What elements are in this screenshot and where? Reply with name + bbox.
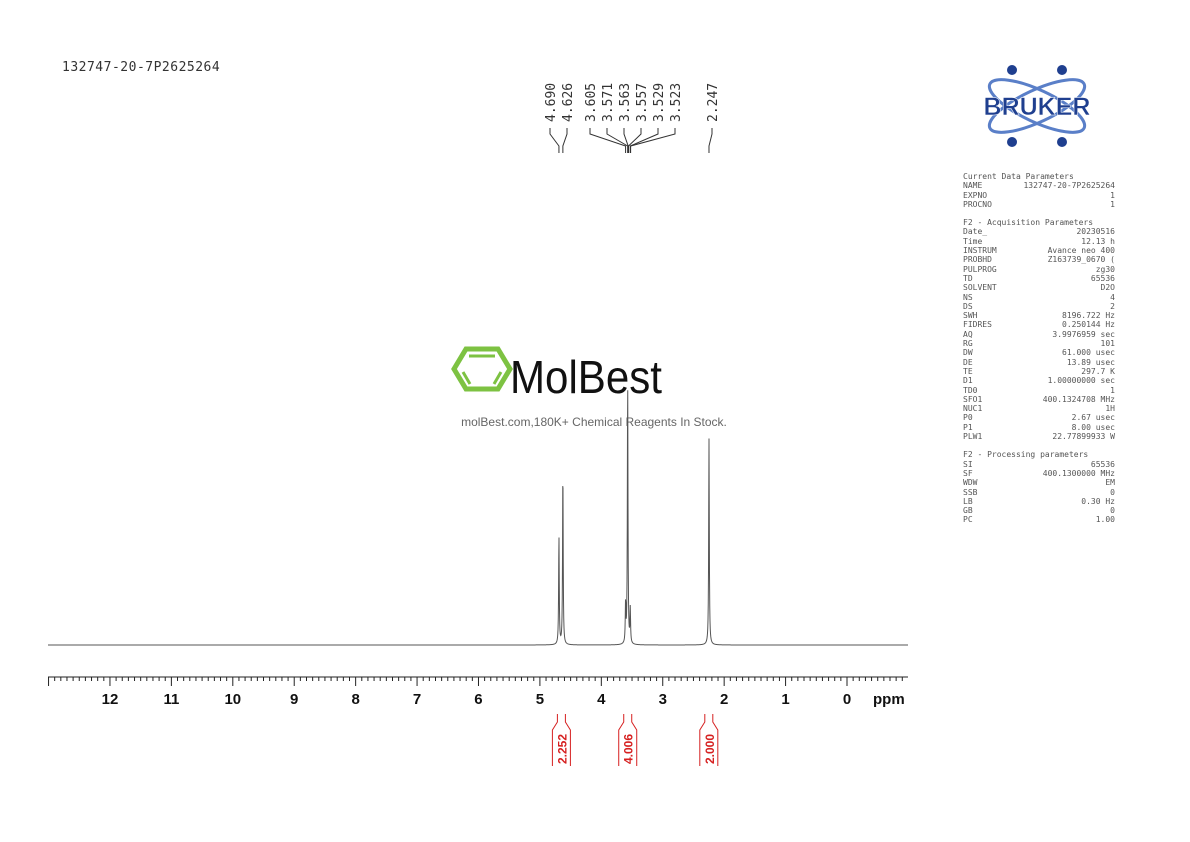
parameters-panel: Current Data Parameters NAME 132747-20-7P2… [963, 172, 1115, 525]
peak-label: 3.529 [652, 83, 667, 122]
param-row: SWH 8196.722 Hz [963, 311, 1115, 321]
integral-bracket [618, 714, 638, 766]
tick-label: 6 [474, 691, 482, 708]
param-row: SSB 0 [963, 487, 1115, 497]
peak-label-connector [628, 128, 642, 153]
watermark-tagline: molBest.com,180K+ Chemical Reagents In S… [461, 415, 727, 429]
tick-label: 8 [351, 691, 359, 708]
integral-value: 2.000 [703, 734, 717, 764]
peak-label-connector [549, 128, 560, 153]
param-row: SOLVENT D2O [963, 283, 1115, 293]
param-row: PC 1.00 [963, 515, 1115, 525]
param-row: EXPNO 1 [963, 190, 1115, 200]
sample-name: 132747-20-7P2625264 [62, 60, 221, 75]
bruker-logo: BRUKER [983, 65, 1091, 147]
param-row: DE 13.89 usec [963, 357, 1115, 367]
param-row: DS 2 [963, 301, 1115, 311]
param-row: NAME 132747-20-7P2625264 [963, 181, 1115, 191]
param-row: LB 0.30 Hz [963, 496, 1115, 506]
peak-label-connector [630, 128, 676, 153]
param-row: RG 101 [963, 339, 1115, 349]
integral-bracket [551, 714, 571, 766]
spectrum-line [48, 390, 908, 646]
peak-label: 3.571 [601, 83, 616, 122]
tick-label: 3 [659, 691, 667, 708]
peak-label: 4.690 [544, 83, 559, 122]
param-section-title: Current Data Parameters [963, 172, 1074, 181]
param-section-title: F2 - Acquisition Parameters [963, 218, 1094, 228]
watermark-brand: MolBest [510, 351, 662, 403]
param-section-title: F2 - Processing parameters [963, 450, 1089, 460]
param-row: Time 12.13 h [963, 236, 1115, 246]
tick-label: 12 [102, 691, 119, 708]
peak-label: 3.557 [635, 83, 650, 122]
tick-label: 7 [413, 691, 421, 708]
param-row: GB 0 [963, 506, 1115, 516]
integral-value: 4.006 [622, 734, 636, 764]
param-row: PROBHD Z163739_0670 ( [963, 255, 1115, 265]
param-row: Date_ 20230516 [963, 227, 1115, 237]
tick-label: 4 [597, 691, 606, 708]
param-row: NUC1 1H [963, 404, 1115, 414]
peak-label-connector [708, 128, 713, 153]
peak-label: 4.626 [561, 83, 576, 122]
param-row: SF 400.1300000 MHz [963, 468, 1115, 478]
molbest-watermark: MolBest molBest.com,180K+ Chemical Reage… [451, 346, 727, 429]
param-row: PROCNO 1 [963, 199, 1115, 209]
param-row: TD0 1 [963, 385, 1115, 395]
peak-label: 3.563 [618, 83, 633, 122]
param-row: INSTRUM Avance neo 400 [963, 246, 1115, 256]
param-row: PLW1 22.77899933 W [963, 432, 1115, 442]
integrals: 2.252 4.006 2.000 [551, 714, 719, 766]
param-row: SI 65536 [963, 459, 1115, 469]
integral-bracket [699, 714, 719, 766]
benzene-logo-icon [451, 346, 513, 392]
peak-labels: 4.690 4.626 3.605 3.571 3.563 3.557 3.529 3.523… [544, 83, 721, 153]
peak-label-connector [562, 128, 568, 153]
tick-label: 9 [290, 691, 298, 708]
param-row: P1 8.00 usec [963, 422, 1115, 432]
peak-label: 3.605 [584, 83, 599, 122]
integral-value: 2.252 [555, 734, 569, 764]
tick-label: 11 [163, 691, 179, 708]
axis-label: ppm [873, 691, 905, 708]
param-row: P0 2.67 usec [963, 413, 1115, 423]
bruker-logo-text: BRUKER [984, 93, 1091, 121]
peak-label-connector [589, 128, 627, 153]
param-row: FIDRES 0.250144 Hz [963, 320, 1115, 330]
tick-label: 2 [720, 691, 728, 708]
param-row: WDW EM [963, 478, 1115, 488]
param-row: TE 297.7 K [963, 366, 1115, 376]
tick-label: 10 [224, 691, 241, 708]
tick-label: 1 [781, 691, 789, 708]
tick-label: 0 [843, 691, 851, 708]
param-row: SFO1 400.1324708 MHz [963, 394, 1115, 404]
param-row: NS 4 [963, 292, 1115, 302]
tick-label: 5 [536, 691, 544, 708]
peak-label: 2.247 [706, 83, 721, 122]
param-row: D1 1.00000000 sec [963, 376, 1115, 386]
param-row: AQ 3.9976959 sec [963, 329, 1115, 339]
x-axis: 12 11 10 9 8 7 6 5 4 3 2 1 0 ppm [48, 676, 908, 708]
peak-label: 3.523 [669, 83, 684, 122]
param-row: TD 65536 [963, 273, 1115, 283]
param-row: DW 61.000 usec [963, 348, 1115, 358]
param-row: PULPROG zg30 [963, 264, 1115, 274]
